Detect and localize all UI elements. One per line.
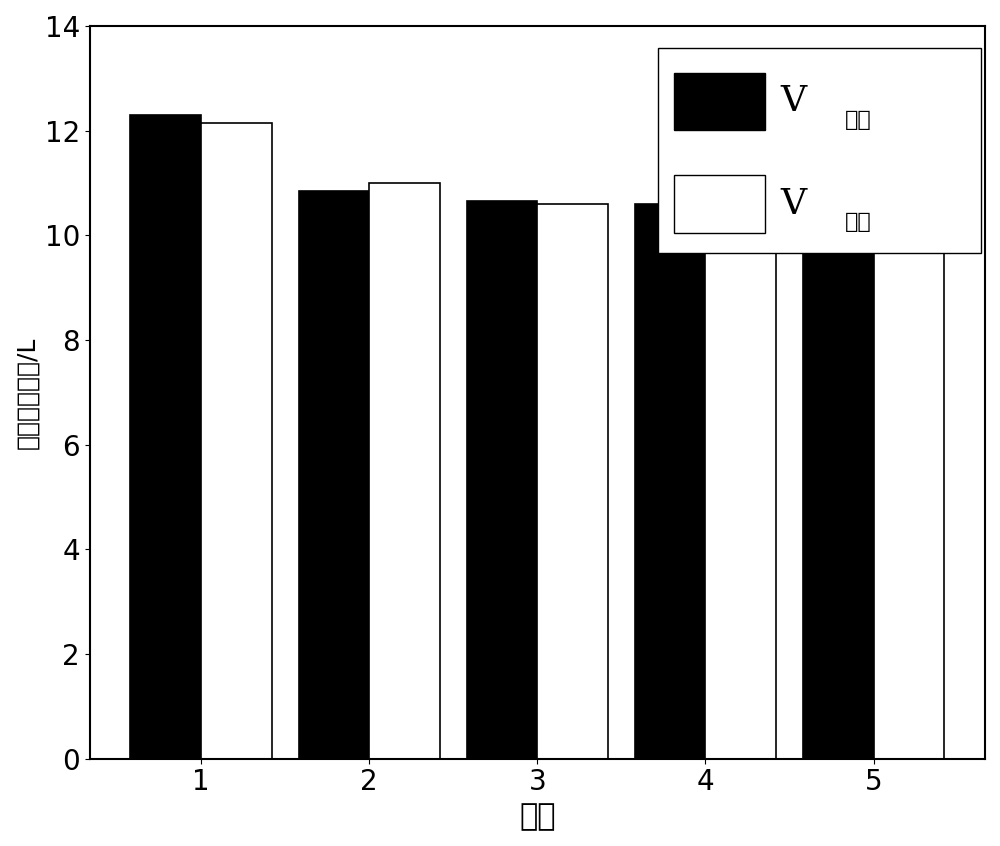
Bar bbox=[705, 204, 776, 759]
Y-axis label: 二氧化碳体积/L: 二氧化碳体积/L bbox=[15, 336, 39, 448]
Bar bbox=[874, 209, 944, 759]
Bar bbox=[537, 204, 608, 759]
Bar bbox=[299, 191, 369, 759]
Bar bbox=[201, 123, 272, 759]
Bar bbox=[130, 115, 201, 759]
X-axis label: 次数: 次数 bbox=[519, 802, 556, 831]
Bar bbox=[803, 206, 874, 759]
Bar bbox=[635, 204, 705, 759]
Bar bbox=[369, 183, 440, 759]
Bar bbox=[467, 201, 537, 759]
